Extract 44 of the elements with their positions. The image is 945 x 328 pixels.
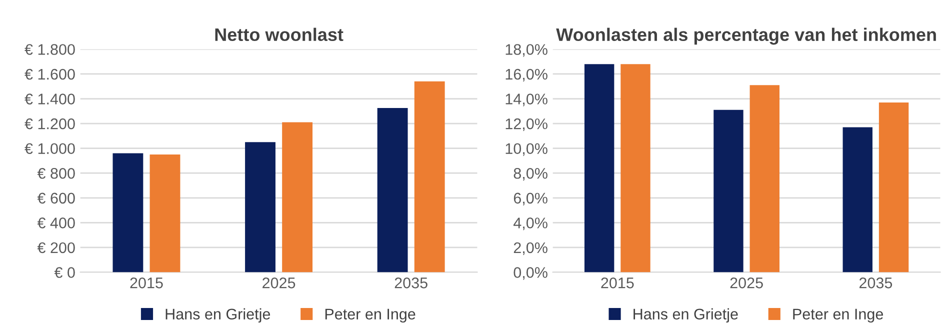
y-tick-label: 16,0% [506,68,548,82]
bar [842,127,872,272]
y-tick-label: € 1.400 [24,94,75,104]
y-tick-label: 4,0% [513,218,548,230]
bar [878,102,909,272]
y-tick-label: 0,0% [514,267,548,280]
bar [414,81,445,272]
y-tick-label: € 1.600 [24,68,75,80]
y-tick-label: € 600 [37,192,75,204]
x-tick-label: 2015 [130,278,163,288]
legend-label: Peter en Inge [793,308,884,323]
bar [377,108,408,272]
y-tick-label: 14,0% [506,94,548,106]
y-tick-label: 6,0% [514,192,548,206]
legend-label: Peter en Inge [325,308,416,323]
x-tick-label: 2025 [262,278,296,288]
bar [620,64,650,272]
chart-title: Netto woonlast [215,28,344,42]
y-tick-label: 10,0% [506,143,548,156]
bar [150,154,180,272]
chart-title: Woonlasten als percentage van het inkomen [556,28,936,45]
x-tick-label: 2025 [730,278,763,288]
y-tick-label: € 1.800 [24,44,75,55]
y-tick-label: 8,0% [514,168,548,181]
y-tick-label: € 400 [37,218,75,228]
y-tick-label: € 200 [37,242,75,254]
bar [750,85,780,272]
y-tick-label: 12,0% [506,118,548,132]
legend-label: Hans en Grietje [166,308,270,323]
x-tick-label: 2015 [601,278,634,288]
bar [584,64,614,272]
y-tick-label: € 0 [54,267,75,278]
y-tick-label: 2,0% [514,242,548,255]
y-tick-label: 18,0% [506,44,548,57]
bar [245,142,276,272]
bar [112,153,144,272]
y-tick-label: € 1.000 [24,143,75,154]
legend-label: Hans en Grietje [634,308,738,323]
x-tick-label: 2035 [394,278,428,288]
y-tick-label: € 800 [37,168,75,179]
x-tick-label: 2035 [859,278,892,288]
bar [714,110,744,272]
y-tick-label: € 1.200 [24,118,75,130]
bar [282,122,313,272]
